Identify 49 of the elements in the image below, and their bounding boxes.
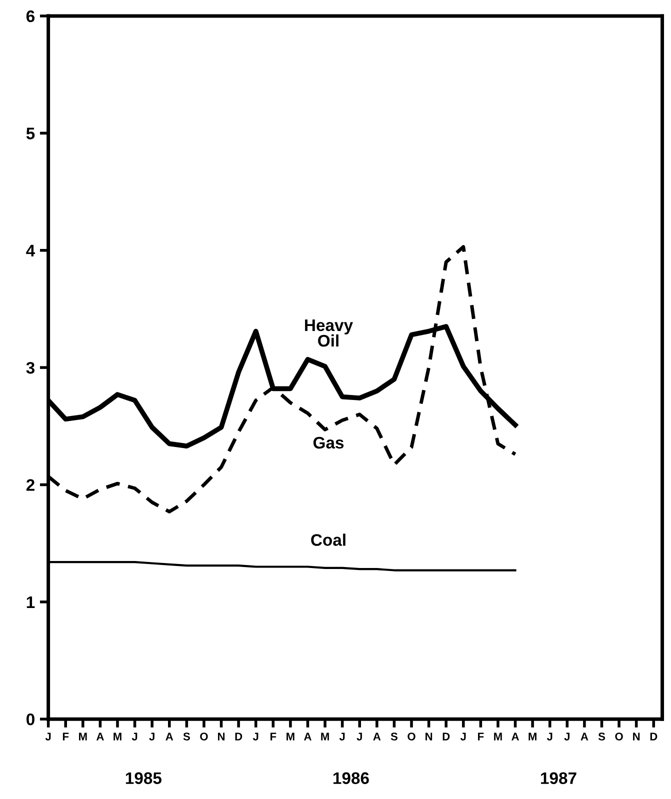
- x-tick-label: N: [218, 732, 225, 740]
- x-tick-label: A: [512, 732, 519, 740]
- x-tick-label: J: [252, 732, 258, 740]
- x-tick-label: F: [270, 732, 276, 740]
- x-tick-label: S: [183, 732, 190, 740]
- x-tick-label: M: [114, 732, 122, 740]
- x-tick-label: N: [426, 732, 432, 740]
- x-tick-label: M: [494, 732, 502, 740]
- x-tick-label: M: [79, 732, 87, 740]
- x-tick-label: J: [564, 732, 570, 740]
- x-tick-label: A: [304, 732, 312, 740]
- text: 1987: [541, 772, 576, 784]
- y-tick-label: 5: [26, 128, 35, 140]
- y-tick-label: 2: [26, 479, 34, 491]
- y-tick-label: 4: [26, 244, 36, 256]
- text: 1985: [126, 772, 162, 784]
- x-tick-label: M: [528, 732, 536, 740]
- x-tick-label: J: [546, 732, 552, 740]
- x-tick-label: A: [96, 732, 104, 740]
- x-tick-label: J: [45, 732, 51, 740]
- y-tick-label: 6: [26, 10, 35, 22]
- x-tick-label: J: [149, 732, 154, 740]
- x-tick-label: D: [442, 732, 450, 740]
- x-tick-label: N: [633, 732, 640, 740]
- x-tick-label: O: [615, 732, 623, 740]
- x-tick-label: M: [286, 732, 294, 740]
- x-tick-label: J: [132, 732, 138, 740]
- x-tick-label: J: [460, 732, 466, 740]
- x-tick-label: S: [390, 732, 398, 740]
- series-label: Coal: [311, 534, 346, 546]
- series-label: Heavy Oil: [305, 320, 353, 347]
- text: 1986: [333, 772, 369, 784]
- x-tick-label: F: [478, 732, 484, 740]
- x-tick-label: D: [235, 732, 242, 740]
- series-label: Gas: [313, 436, 344, 449]
- x-tick-label: O: [408, 732, 416, 740]
- x-tick-label: A: [580, 732, 588, 740]
- x-tick-label: S: [598, 732, 606, 740]
- x-tick-label: O: [200, 732, 208, 740]
- x-tick-label: J: [339, 732, 345, 740]
- y-tick-label: 0: [26, 714, 34, 726]
- y-tick-label: 3: [26, 362, 35, 374]
- x-tick-label: M: [321, 732, 329, 740]
- x-tick-label: D: [650, 732, 658, 740]
- x-tick-label: J: [356, 732, 362, 740]
- x-tick-label: A: [166, 732, 174, 740]
- x-tick-label: A: [373, 732, 381, 740]
- x-tick-label: F: [62, 732, 69, 740]
- y-tick-label: 1: [26, 596, 35, 608]
